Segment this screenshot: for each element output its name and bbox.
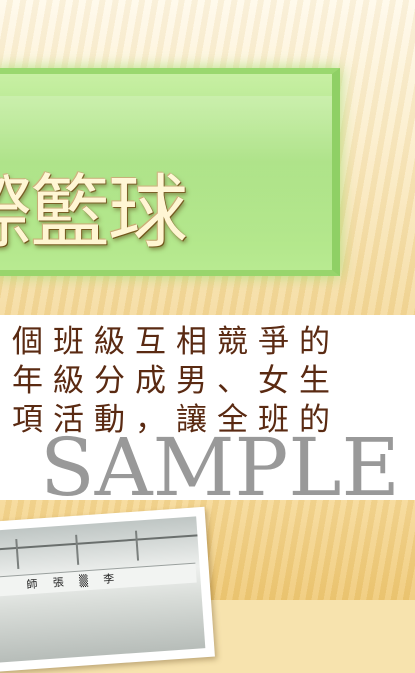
banner-title: 際籃球 bbox=[0, 166, 188, 259]
photo-image: 師 張 ▒ 李 bbox=[0, 516, 206, 664]
photo-railing bbox=[0, 534, 198, 552]
body-line: 年級分成男、女生 bbox=[12, 363, 340, 399]
body-line: 項活動，讓全班的 bbox=[12, 402, 340, 438]
title-banner: 際籃球 bbox=[0, 68, 340, 276]
sample-watermark: SAMPLE bbox=[40, 421, 400, 514]
photo-banner-text: 師 張 ▒ 李 bbox=[0, 562, 197, 598]
photo-post bbox=[134, 530, 140, 561]
body-text: 個班級互相競爭的 年級分成男、女生 項活動，讓全班的 bbox=[12, 323, 340, 440]
text-panel: 個班級互相競爭的 年級分成男、女生 項活動，讓全班的 bbox=[0, 315, 415, 500]
photo-post bbox=[75, 534, 80, 565]
photo-post bbox=[15, 538, 20, 570]
body-line: 個班級互相競爭的 bbox=[12, 324, 340, 360]
photo-frame: 師 張 ▒ 李 bbox=[0, 506, 215, 673]
